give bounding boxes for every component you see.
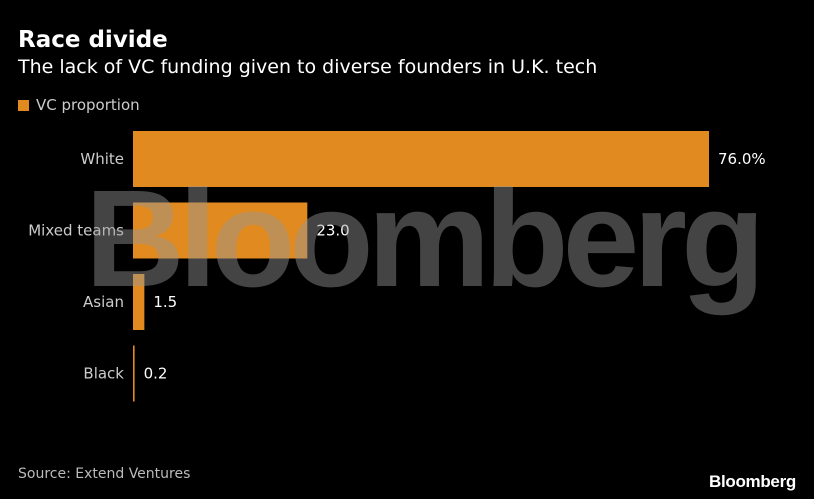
bar-mixed-teams	[133, 202, 308, 259]
bar-white	[133, 131, 709, 187]
legend-label: VC proportion	[36, 96, 140, 114]
bar-asian	[133, 274, 145, 330]
category-label: Asian	[83, 293, 124, 311]
value-label: 76.0%	[718, 150, 766, 168]
value-label: 0.2	[144, 365, 168, 383]
chart-title: Race divide	[18, 27, 168, 53]
value-label: 23.0	[316, 222, 349, 240]
legend: VC proportion	[18, 95, 140, 115]
legend-swatch	[18, 99, 29, 111]
value-label: 1.5	[153, 293, 177, 311]
source-note: Source: Extend Ventures	[18, 466, 191, 482]
category-label: Black	[83, 365, 124, 383]
category-label: White	[80, 150, 124, 168]
chart-subtitle: The lack of VC funding given to diverse …	[18, 56, 598, 78]
bloomberg-logo: Bloomberg	[708, 472, 796, 491]
bar-black	[133, 345, 135, 402]
category-label: Mixed teams	[28, 222, 124, 240]
